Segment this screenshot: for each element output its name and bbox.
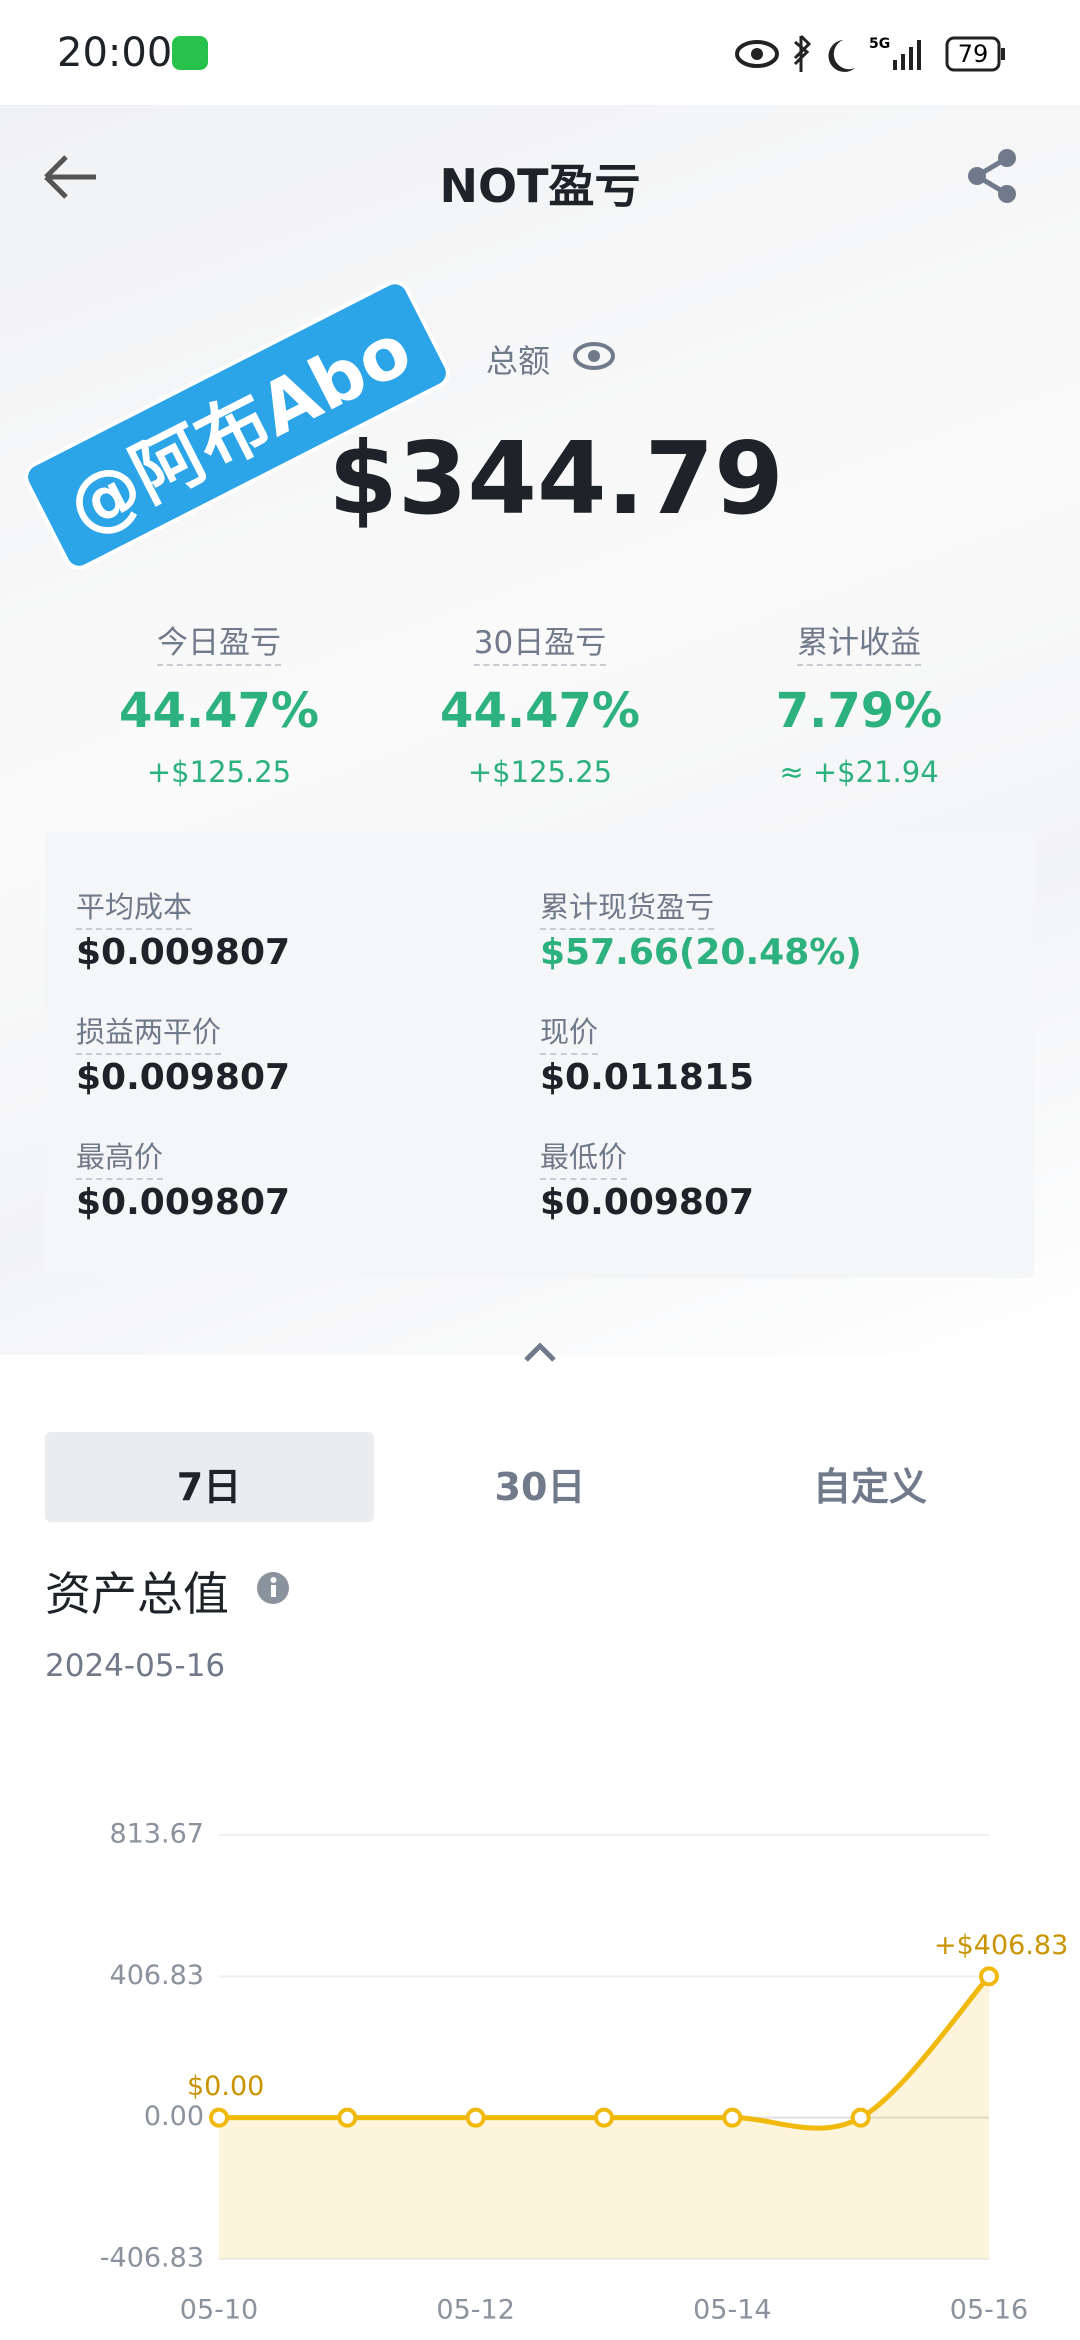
detail-value: $0.011815 [540,1057,755,1098]
section-date: 2024-05-16 [45,1648,226,1684]
detail-value: $0.009807 [76,1057,291,1098]
detail-value: $0.009807 [540,1182,755,1223]
detail-label: 现价 [540,1009,599,1055]
tab[interactable]: 30日 [494,1465,586,1509]
status-icons: 5G 79 [735,34,1005,72]
stat-percent: 44.47% [119,683,319,739]
detail-value: $0.009807 [76,1182,291,1223]
point [979,1966,999,1987]
y-tick-label: -406.83 [100,2243,204,2274]
stat-amount: +$125.25 [467,755,613,789]
total-label: 总额 [486,342,551,380]
detail-label: 平均成本 [76,884,193,930]
detail-label: 损益两平价 [76,1009,222,1055]
detail-value: $0.009807 [76,932,291,973]
wechat-icon [172,36,208,70]
y-tick-label: 406.83 [110,1960,204,1991]
y-tick-label: 813.67 [110,1819,204,1850]
battery: 79 [958,40,989,68]
visibility-toggle[interactable] [572,338,616,374]
point [594,2107,614,2128]
stat-label: 累计收益 [797,617,921,666]
point [722,2107,743,2128]
stat-amount: +$125.25 [146,755,292,789]
point [850,2107,871,2128]
detail-label: 最高价 [76,1134,164,1180]
detail-label: 累计现货盈亏 [540,884,715,930]
stat-label: 30日盈亏 [473,617,607,666]
detail-value: $57.66(20.48%) [540,932,862,973]
section-title: 资产总值 [45,1567,229,1621]
stat-amount: ≈ +$21.94 [779,755,939,789]
status-time: 20:00 [57,30,173,76]
total-value: $344.79 [328,420,784,537]
network: 5G [869,36,890,52]
value-label: +$406.83 [934,1930,1068,1961]
x-tick-label: 05-10 [180,2295,258,2326]
tab[interactable]: 7日 [176,1465,242,1509]
collapse-button[interactable] [520,1340,560,1366]
info-icon[interactable] [256,1571,290,1605]
stat-percent: 7.79% [775,683,943,739]
x-tick-label: 05-12 [436,2295,514,2326]
detail-label: 最低价 [540,1134,628,1180]
point [209,2107,229,2128]
tab-selected-bg [45,1432,374,1522]
details-panel [45,832,1034,1278]
x-tick-label: 05-16 [950,2295,1028,2326]
line [218,1974,991,2131]
tab[interactable]: 自定义 [812,1465,928,1509]
y-tick-label: 0.00 [144,2101,204,2132]
point [337,2107,358,2128]
back-button[interactable] [40,150,100,204]
value-label: $0.00 [187,2071,264,2102]
x-tick-label: 05-14 [693,2295,771,2326]
stat-percent: 44.47% [440,683,640,739]
page-title: NOT盈亏 [439,159,641,213]
point [465,2107,486,2128]
share-button[interactable] [965,148,1021,204]
stat-label: 今日盈亏 [157,617,281,666]
